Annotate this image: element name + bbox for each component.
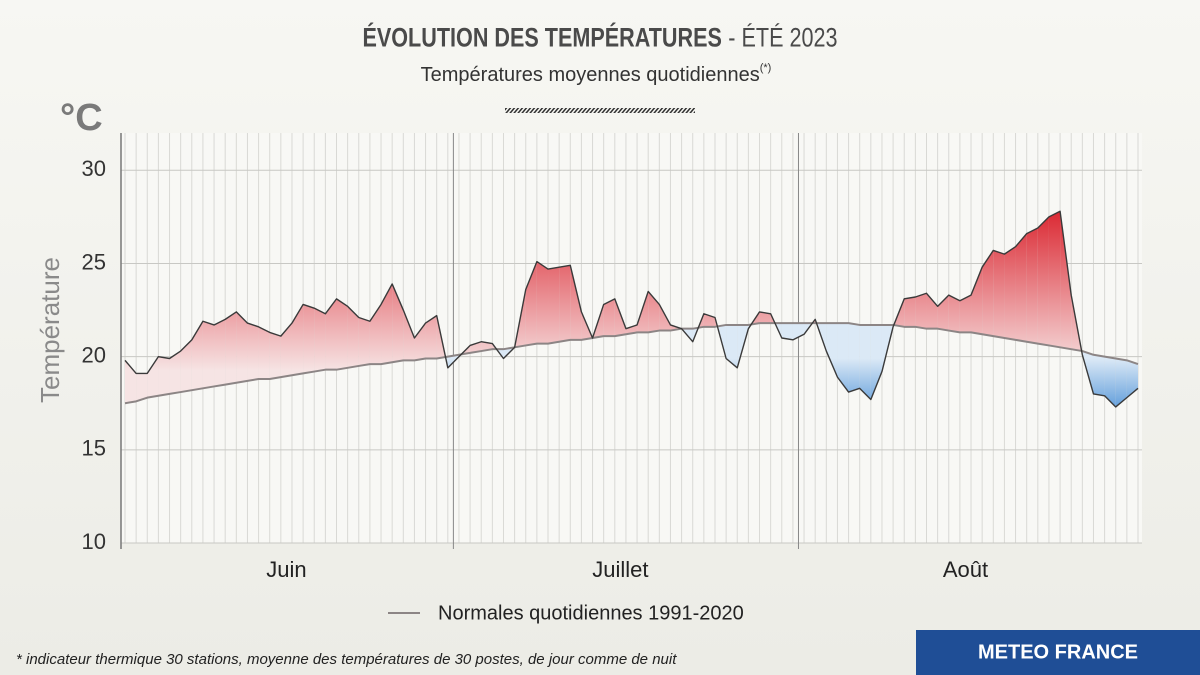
- area-above: [559, 265, 571, 342]
- temperature-line: [124, 210, 1139, 408]
- area-below: [726, 324, 738, 368]
- area-above: [258, 326, 270, 379]
- area-above: [403, 310, 415, 361]
- title-period: - ÉTÉ 2023: [728, 24, 837, 54]
- subtitle: Températures moyennes quotidiennes(*): [421, 62, 772, 86]
- area-above: [147, 356, 159, 398]
- area-above: [1037, 216, 1049, 346]
- area-above: [1004, 246, 1016, 340]
- area-above: [425, 315, 437, 359]
- area-below: [870, 324, 882, 400]
- title-main: ÉVOLUTION DES TEMPÉRATURES: [362, 23, 721, 54]
- area-above: [993, 250, 1005, 338]
- area-above: [392, 283, 404, 363]
- area-above: [225, 311, 237, 385]
- area-above: [136, 373, 148, 402]
- area-below: [859, 324, 871, 400]
- area-above: [202, 321, 215, 389]
- area-above: [414, 323, 426, 361]
- area-above: [926, 293, 938, 329]
- subtitle-text: Températures moyennes quotidiennes: [421, 64, 760, 86]
- area-above: [1015, 233, 1027, 342]
- y-tick-label: 10: [82, 529, 106, 554]
- area-below: [1093, 354, 1105, 396]
- area-below: [848, 323, 860, 393]
- area-above: [948, 295, 960, 333]
- normal-line: [124, 322, 1139, 405]
- footnote: * indicateur thermique 30 stations, moye…: [16, 651, 677, 668]
- area-above: [369, 304, 382, 365]
- area-above: [236, 311, 248, 383]
- area-above: [336, 298, 348, 370]
- area-above: [314, 308, 326, 372]
- brand-box: [916, 630, 1200, 675]
- area-above: [291, 304, 304, 376]
- area-above: [525, 261, 537, 346]
- area-above: [214, 319, 226, 387]
- subtitle-note: (*): [760, 62, 772, 74]
- decor-stripe: [505, 108, 695, 113]
- area-above: [191, 321, 203, 391]
- area-above: [280, 323, 292, 378]
- area-above: [959, 295, 972, 333]
- legend-label: Normales quotidiennes 1991-2020: [438, 602, 744, 624]
- x-tick-label: Juin: [266, 557, 306, 582]
- y-tick-label: 25: [82, 249, 106, 274]
- area-above: [1060, 211, 1072, 350]
- area-above: [358, 317, 370, 366]
- area-above: [904, 297, 916, 327]
- area-below: [1115, 358, 1127, 407]
- area-above: [548, 267, 560, 344]
- area-below: [1126, 360, 1138, 398]
- area-above: [1026, 228, 1038, 344]
- y-axis-title: Température: [35, 257, 65, 403]
- area-above: [570, 265, 582, 340]
- area-below: [826, 323, 838, 378]
- area-below: [837, 323, 849, 393]
- area-above: [1048, 211, 1061, 348]
- area-above: [269, 332, 281, 379]
- area-above: [915, 293, 927, 329]
- chart-title: ÉVOLUTION DES TEMPÉRATURES - ÉTÉ 2023: [362, 23, 837, 54]
- area-above: [325, 298, 337, 370]
- y-unit: °C: [60, 97, 103, 139]
- area-above: [603, 298, 615, 337]
- area-above: [971, 267, 983, 335]
- area-above: [169, 351, 181, 394]
- x-tick-label: Juillet: [592, 557, 648, 582]
- area-above: [381, 283, 393, 365]
- area-above: [180, 339, 192, 393]
- area-above: [536, 261, 549, 344]
- y-tick-label: 15: [82, 436, 106, 461]
- area-above: [982, 250, 994, 337]
- area-above: [158, 356, 170, 396]
- brand: METEO FRANCE: [978, 641, 1138, 663]
- area-above: [303, 304, 315, 374]
- y-tick-label: 20: [82, 342, 106, 367]
- y-tick-label: 30: [82, 156, 106, 181]
- area-above: [347, 306, 359, 368]
- area-above: [247, 323, 259, 381]
- area-above: [759, 311, 771, 324]
- area-below: [781, 323, 793, 340]
- area-below: [1104, 356, 1116, 407]
- x-tick-label: Août: [943, 557, 988, 582]
